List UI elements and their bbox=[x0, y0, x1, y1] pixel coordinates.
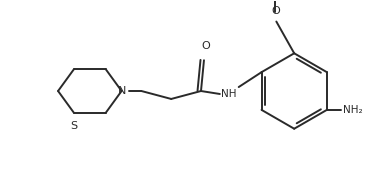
Text: O: O bbox=[202, 41, 210, 51]
Text: N: N bbox=[117, 86, 126, 96]
Text: S: S bbox=[70, 121, 77, 131]
Text: NH₂: NH₂ bbox=[343, 105, 362, 115]
Text: O: O bbox=[271, 6, 280, 16]
Text: NH: NH bbox=[221, 89, 237, 99]
